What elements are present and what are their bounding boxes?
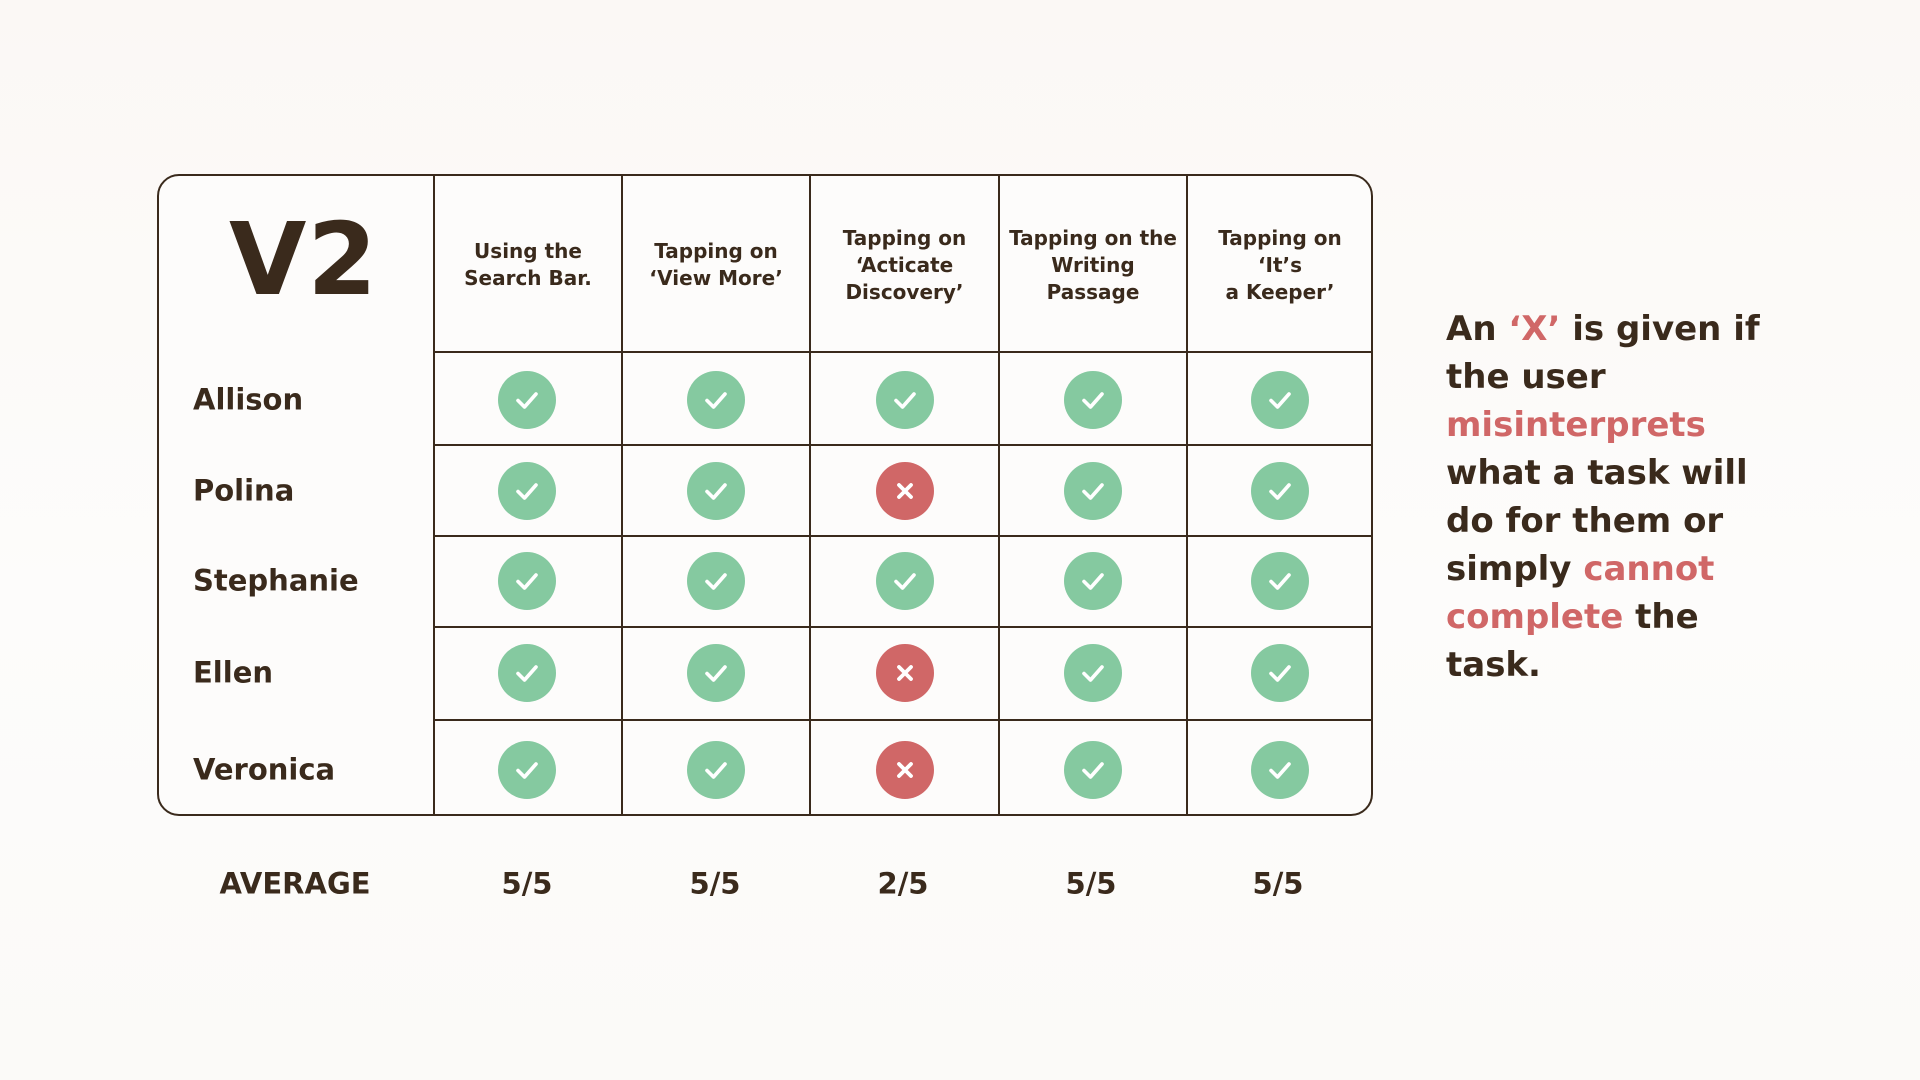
check-icon	[687, 741, 745, 799]
check-icon	[687, 462, 745, 520]
column-header: Tapping on ‘It’s a Keeper’	[1218, 225, 1342, 304]
column-divider	[998, 176, 1000, 814]
row-divider	[433, 719, 1371, 721]
results-table: V2 Using the Search Bar. Tapping on ‘View…	[157, 174, 1373, 816]
average-value: 2/5	[877, 866, 929, 901]
participant-name: Allison	[193, 382, 304, 417]
participant-name: Polina	[193, 473, 295, 508]
row-divider	[433, 626, 1371, 628]
check-icon	[1251, 644, 1309, 702]
participant-name: Ellen	[193, 655, 274, 690]
average-value: 5/5	[689, 866, 741, 901]
column-header: Tapping on ‘Acticate Discovery’	[842, 225, 967, 304]
note-highlight: cannot complete	[1446, 549, 1715, 637]
note-text: what a task will do for them or simply	[1446, 453, 1748, 589]
check-icon	[687, 371, 745, 429]
column-divider	[809, 176, 811, 814]
check-icon	[1064, 371, 1122, 429]
x-icon	[876, 644, 934, 702]
column-header: Tapping on ‘View More’	[649, 239, 783, 290]
average-value: 5/5	[501, 866, 553, 901]
note-highlight: misinterprets	[1446, 405, 1706, 445]
check-icon	[687, 552, 745, 610]
note-text: the task.	[1446, 597, 1699, 685]
x-icon	[876, 462, 934, 520]
check-icon	[1064, 462, 1122, 520]
column-header: Using the Search Bar.	[464, 239, 592, 290]
average-value: 5/5	[1252, 866, 1304, 901]
row-divider	[433, 351, 1371, 353]
average-label: AVERAGE	[219, 866, 371, 901]
check-icon	[1251, 552, 1309, 610]
column-divider	[433, 176, 435, 814]
check-icon	[498, 371, 556, 429]
check-icon	[876, 371, 934, 429]
note-text: is given if the user	[1446, 309, 1760, 397]
check-icon	[876, 552, 934, 610]
column-header: Tapping on the Writing Passage	[1009, 225, 1177, 304]
check-icon	[1251, 462, 1309, 520]
check-icon	[1064, 741, 1122, 799]
participant-name: Stephanie	[193, 563, 359, 598]
check-icon	[498, 462, 556, 520]
check-icon	[1251, 371, 1309, 429]
average-value: 5/5	[1065, 866, 1117, 901]
note-text: An	[1446, 309, 1509, 349]
check-icon	[687, 644, 745, 702]
check-icon	[1251, 741, 1309, 799]
check-icon	[498, 644, 556, 702]
check-icon	[498, 552, 556, 610]
column-divider	[621, 176, 623, 814]
check-icon	[1064, 644, 1122, 702]
row-divider	[433, 535, 1371, 537]
column-divider	[1186, 176, 1188, 814]
row-divider	[433, 444, 1371, 446]
participant-name: Veronica	[193, 752, 336, 787]
note-highlight: ‘X’	[1508, 309, 1561, 349]
legend-note: An ‘X’ is given if the user misinterpret…	[1446, 305, 1796, 689]
version-title: V2	[229, 201, 378, 318]
check-icon	[498, 741, 556, 799]
x-icon	[876, 741, 934, 799]
check-icon	[1064, 552, 1122, 610]
